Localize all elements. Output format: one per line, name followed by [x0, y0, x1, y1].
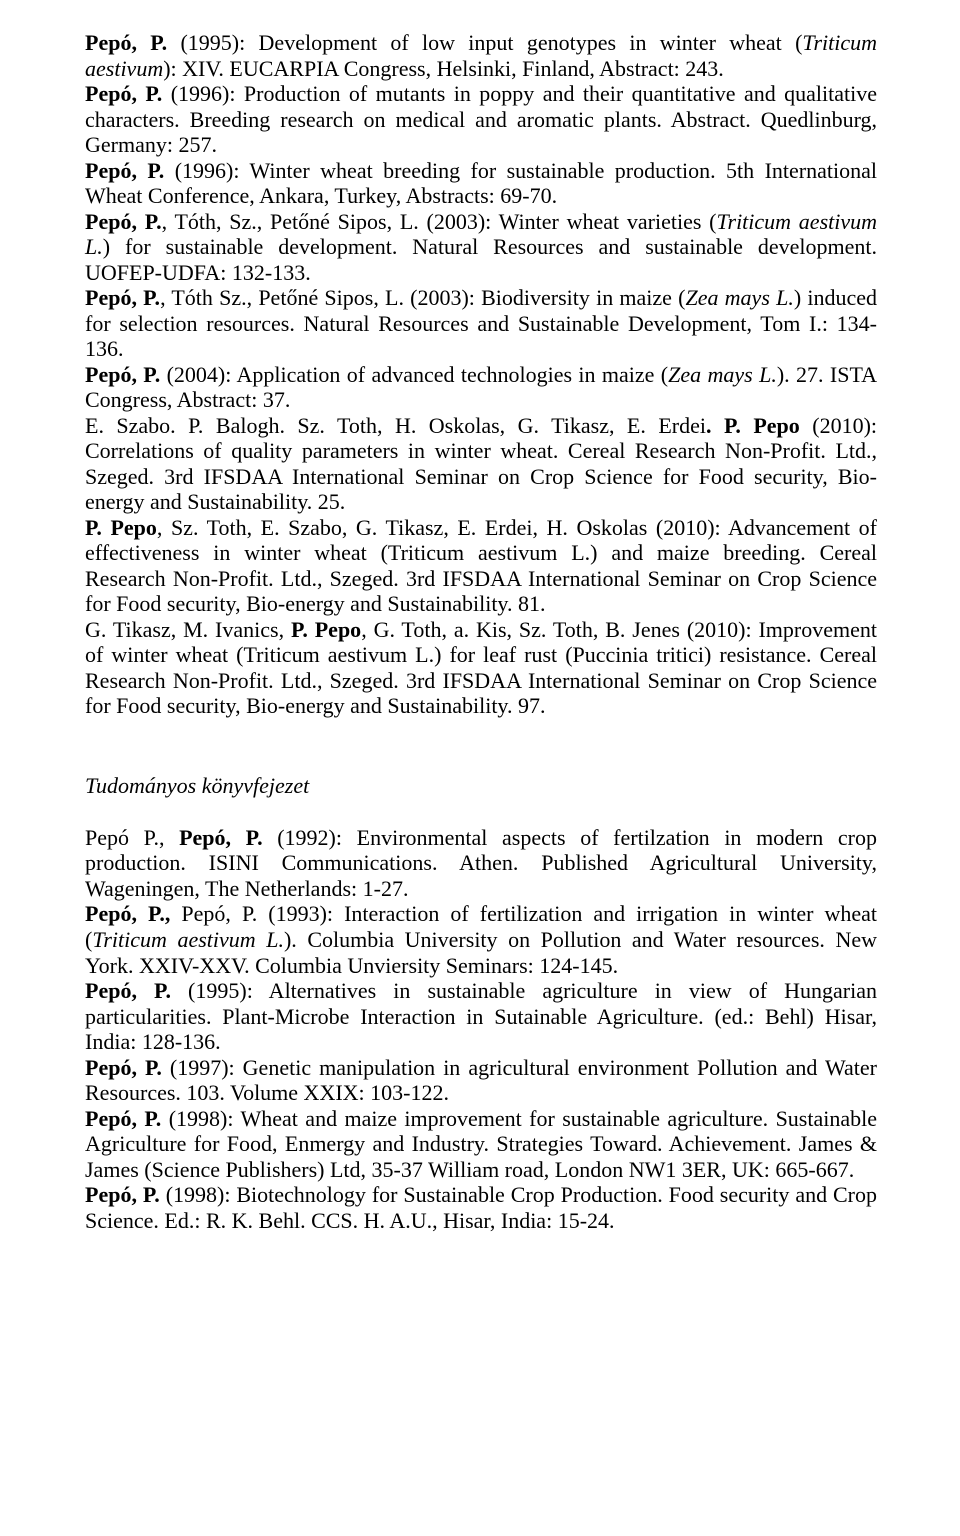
reference-entry: Pepó, P. (1998): Biotechnology for Susta…: [85, 1182, 877, 1233]
reference-entry: Pepó, P., Tóth Sz., Petőné Sipos, L. (20…: [85, 285, 877, 362]
reference-entry: Pepó P., Pepó, P. (1992): Environmental …: [85, 825, 877, 902]
reference-entry: Pepó, P. (1998): Wheat and maize improve…: [85, 1106, 877, 1183]
reference-entry: Pepó, P. (2004): Application of advanced…: [85, 362, 877, 413]
document-page: Pepó, P. (1995): Development of low inpu…: [0, 0, 960, 1273]
reference-entry: Pepó, P. (1996): Production of mutants i…: [85, 81, 877, 158]
section-heading: Tudományos könyvfejezet: [85, 773, 877, 799]
references-block-2: Pepó P., Pepó, P. (1992): Environmental …: [85, 825, 877, 1233]
reference-entry: Pepó, P. (1995): Alternatives in sustain…: [85, 978, 877, 1055]
reference-entry: Pepó, P., Tóth, Sz., Petőné Sipos, L. (2…: [85, 209, 877, 286]
reference-entry: E. Szabo. P. Balogh. Sz. Toth, H. Oskola…: [85, 413, 877, 515]
reference-entry: P. Pepo, Sz. Toth, E. Szabo, G. Tikasz, …: [85, 515, 877, 617]
reference-entry: Pepó, P. (1995): Development of low inpu…: [85, 30, 877, 81]
references-block-1: Pepó, P. (1995): Development of low inpu…: [85, 30, 877, 719]
reference-entry: Pepó, P., Pepó, P. (1993): Interaction o…: [85, 901, 877, 978]
reference-entry: G. Tikasz, M. Ivanics, P. Pepo, G. Toth,…: [85, 617, 877, 719]
reference-entry: Pepó, P. (1996): Winter wheat breeding f…: [85, 158, 877, 209]
reference-entry: Pepó, P. (1997): Genetic manipulation in…: [85, 1055, 877, 1106]
